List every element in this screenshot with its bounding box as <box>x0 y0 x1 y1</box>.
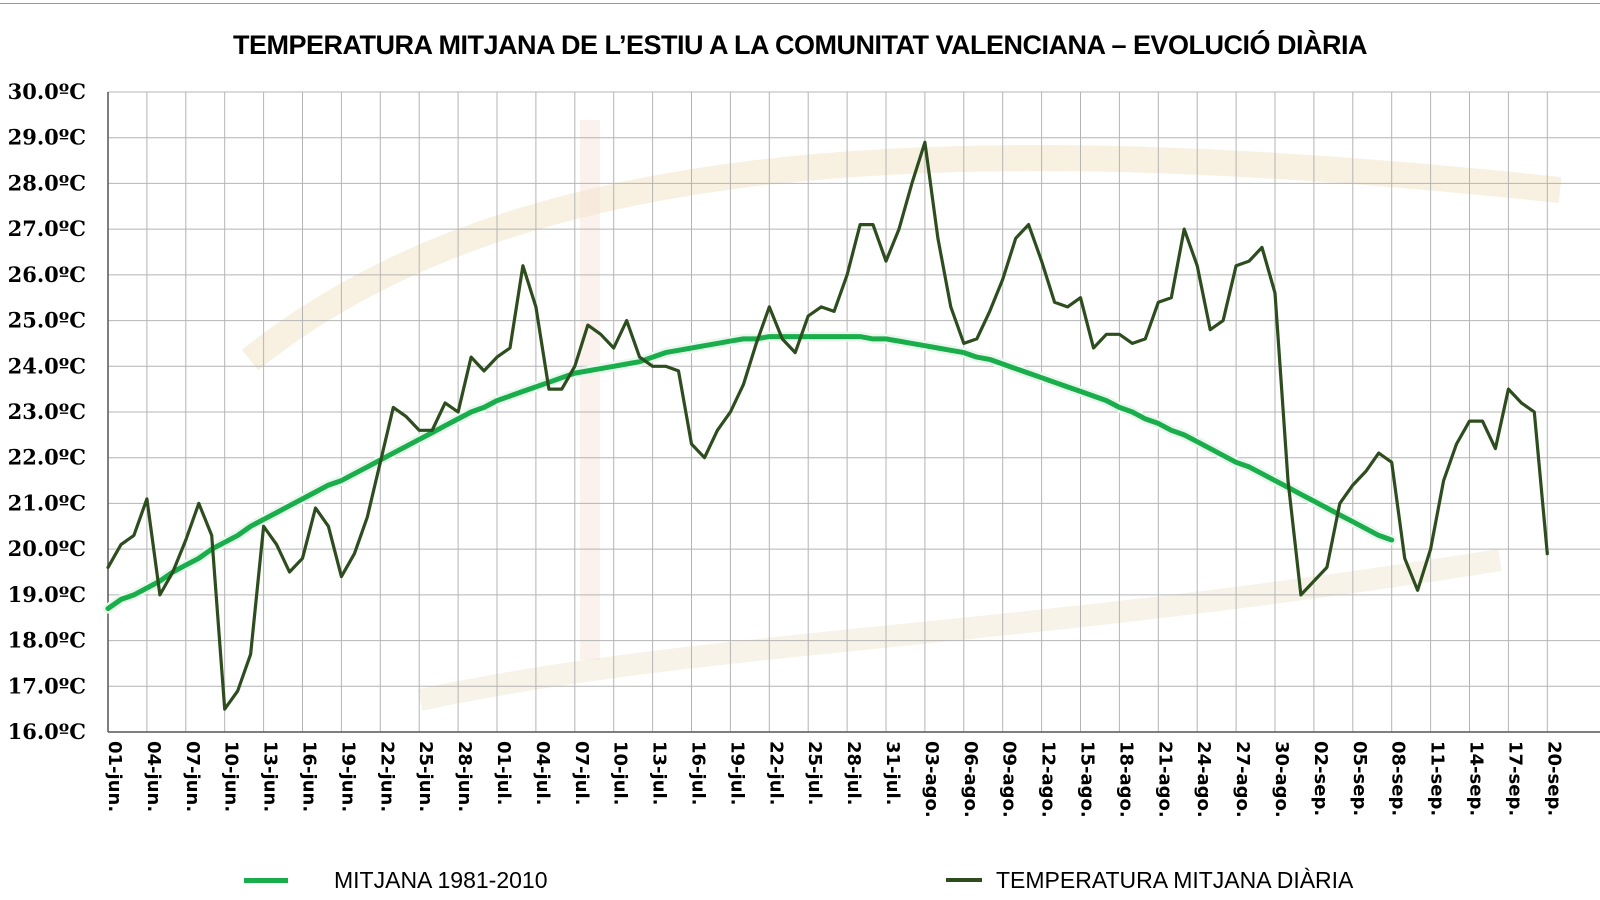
y-tick-label: 30.0ºC <box>8 79 86 104</box>
x-tick-label: 28-jun. <box>454 741 475 812</box>
y-tick-label: 22.0ºC <box>8 445 86 470</box>
y-tick-label: 20.0ºC <box>8 536 86 561</box>
x-tick-label: 06-ago. <box>960 741 981 818</box>
x-tick-label: 08-sep. <box>1388 741 1409 816</box>
x-tick-label: 13-jun. <box>260 741 281 812</box>
x-tick-label: 21-ago. <box>1154 741 1175 818</box>
y-tick-label: 24.0ºC <box>8 353 86 378</box>
x-tick-label: 02-sep. <box>1310 741 1331 816</box>
x-tick-label: 16-jun. <box>299 741 320 812</box>
x-tick-label: 03-ago. <box>921 741 942 818</box>
x-tick-label: 07-jul. <box>571 741 592 806</box>
y-tick-label: 28.0ºC <box>8 170 86 195</box>
x-tick-label: 07-jun. <box>182 741 203 812</box>
x-tick-label: 15-ago. <box>1077 741 1098 818</box>
top-border <box>0 3 1600 4</box>
x-tick-label: 04-jun. <box>143 741 164 812</box>
y-tick-label: 23.0ºC <box>8 399 86 424</box>
y-tick-label: 29.0ºC <box>8 125 86 150</box>
x-tick-label: 10-jun. <box>221 741 242 812</box>
y-tick-label: 16.0ºC <box>8 719 86 744</box>
x-tick-label: 30-ago. <box>1271 741 1292 818</box>
legend-item-daily: TEMPERATURA MITJANA DIÀRIA <box>946 866 1353 894</box>
x-tick-label: 16-jul. <box>688 741 709 806</box>
x-tick-label: 19-jul. <box>726 741 747 806</box>
series <box>103 140 1549 711</box>
x-tick-label: 01-jun. <box>104 741 125 812</box>
series-glow-mean <box>103 331 1397 614</box>
x-tick-label: 18-ago. <box>1115 741 1136 818</box>
y-tick-label: 27.0ºC <box>8 216 86 241</box>
legend-label-daily: TEMPERATURA MITJANA DIÀRIA <box>996 866 1354 893</box>
x-tick-label: 20-sep. <box>1543 741 1564 816</box>
chart-title: TEMPERATURA MITJANA DE L’ESTIU A LA COMU… <box>233 30 1368 60</box>
y-axis-ticks: 16.0ºC 17.0ºC 18.0ºC 19.0ºC 20.0ºC 21.0ºC 22.0… <box>8 79 86 744</box>
x-tick-label: 05-sep. <box>1349 741 1370 816</box>
watermark-arc <box>417 549 1502 711</box>
y-tick-label: 17.0ºC <box>8 673 86 698</box>
x-axis-ticks: 01-jun. 04-jun. 07-jun. 10-jun. 13-jun. 16-ju… <box>104 741 1564 818</box>
y-tick-label: 26.0ºC <box>8 262 86 287</box>
y-tick-label: 18.0ºC <box>8 628 86 653</box>
x-tick-label: 04-jul. <box>532 741 553 806</box>
legend-label-mean: MITJANA 1981-2010 <box>334 866 548 893</box>
x-tick-label: 28-jul. <box>843 741 864 806</box>
series-line-mean <box>105 334 1395 612</box>
x-tick-label: 25-jul. <box>804 741 825 806</box>
x-tick-label: 22-jul. <box>765 741 786 806</box>
x-tick-label: 22-jun. <box>376 741 397 812</box>
x-tick-label: 31-jul. <box>882 741 903 806</box>
x-tick-label: 25-jun. <box>415 741 436 812</box>
series-line-daily <box>106 140 1549 711</box>
watermark-arc <box>241 145 1562 371</box>
x-tick-label: 01-jul. <box>493 741 514 806</box>
legend-item-mean: MITJANA 1981-2010 <box>244 866 548 894</box>
watermark-background <box>241 120 1562 711</box>
x-tick-label: 12-ago. <box>1038 741 1059 818</box>
y-tick-label: 25.0ºC <box>8 308 86 333</box>
x-tick-label: 13-jul. <box>649 741 670 806</box>
y-tick-label: 21.0ºC <box>8 490 86 515</box>
x-tick-label: 09-ago. <box>999 741 1020 818</box>
x-tick-label: 19-jun. <box>337 741 358 812</box>
legend-swatch-mean <box>244 877 288 883</box>
x-tick-label: 27-ago. <box>1232 741 1253 818</box>
legend-swatch-daily <box>946 878 982 882</box>
x-tick-label: 24-ago. <box>1193 741 1214 818</box>
x-tick-label: 17-sep. <box>1504 741 1525 816</box>
x-tick-label: 10-jul. <box>610 741 631 806</box>
y-tick-label: 19.0ºC <box>8 582 86 607</box>
x-tick-label: 14-sep. <box>1466 741 1487 816</box>
x-tick-label: 11-sep. <box>1427 741 1448 816</box>
